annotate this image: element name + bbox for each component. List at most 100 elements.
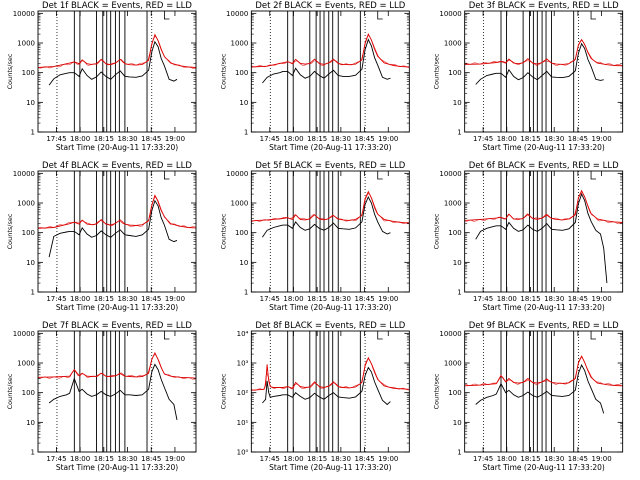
y-tick-label: 10000 [439, 10, 461, 18]
x-tick-label: 18:15 [94, 135, 114, 143]
y-tick-label: 1 [457, 289, 461, 297]
plot-frame [37, 170, 197, 293]
x-tick-label: 18:30 [117, 135, 137, 143]
x-tick-label: 18:30 [544, 455, 564, 463]
panel-det-5: Det 5f BLACK = Events, RED = LLD 1 10 100 10… [219, 161, 410, 312]
y-tick-label: 10 [26, 99, 35, 107]
y-tick-label: 10 [453, 419, 462, 427]
y-tick-label: 10000 [13, 170, 35, 178]
x-tick-label: 19:00 [378, 135, 398, 143]
events-series-line [475, 42, 604, 85]
x-tick-label: 17:45 [260, 135, 280, 143]
bracket-marker [164, 11, 170, 20]
y-tick-label: 10⁰ [237, 449, 249, 457]
y-tick-label: 1000 [444, 360, 462, 368]
x-axis-label: Start Time (20-Aug-11 17:33:20) [269, 463, 391, 472]
x-axis-label: Start Time (20-Aug-11 17:33:20) [482, 303, 604, 312]
x-tick-label: 18:15 [520, 455, 540, 463]
events-series-line [475, 192, 608, 284]
panel-title: Det 4f BLACK = Events, RED = LLD [42, 161, 192, 171]
x-tick-label: 18:45 [354, 295, 374, 303]
x-tick-label: 18:45 [354, 455, 374, 463]
y-tick-label: 10 [453, 99, 462, 107]
x-tick-label: 18:45 [568, 295, 588, 303]
y-tick-label: 1000 [444, 40, 462, 48]
y-tick-label: 100 [235, 229, 248, 237]
x-tick-label: 18:15 [307, 295, 327, 303]
x-tick-label: 17:45 [473, 455, 493, 463]
y-tick-label: 10000 [13, 330, 35, 338]
bracket-marker [377, 171, 383, 180]
lld-series-line [251, 32, 410, 68]
bracket-marker [164, 171, 170, 180]
x-tick-label: 18:30 [331, 135, 351, 143]
panel-det-9: Det 9f BLACK = Events, RED = LLD 1 10 100 10… [433, 321, 624, 472]
x-tick-label: 18:15 [94, 455, 114, 463]
plot-frame [250, 170, 410, 293]
panel-title: Det 2f BLACK = Events, RED = LLD [255, 1, 405, 11]
panel-det-1: Det 1f BLACK = Events, RED = LLD 1 10 100 10… [6, 1, 197, 152]
events-series-line [262, 366, 391, 406]
panel-title: Det 3f BLACK = Events, RED = LLD [469, 1, 619, 11]
lld-series-line [464, 355, 623, 387]
lld-series-noise [37, 195, 196, 229]
y-tick-label: 10¹ [237, 419, 249, 427]
lld-series-line [464, 189, 623, 223]
plot-frame [37, 10, 197, 133]
y-axis-label: Counts/sec [433, 373, 441, 409]
x-tick-label: 19:00 [378, 295, 398, 303]
x-tick-label: 18:00 [70, 455, 90, 463]
lld-series-noise [464, 191, 623, 225]
x-tick-label: 18:45 [141, 455, 161, 463]
x-tick-label: 18:00 [497, 295, 517, 303]
x-tick-label: 18:00 [283, 295, 303, 303]
panel-title: Det 8f BLACK = Events, RED = LLD [255, 321, 405, 331]
x-tick-label: 18:30 [544, 295, 564, 303]
lld-series-noise [251, 358, 409, 391]
lld-series-noise [464, 39, 623, 66]
y-axis-label: Counts/sec [433, 213, 441, 249]
y-tick-label: 10 [26, 419, 35, 427]
panel-title: Det 5f BLACK = Events, RED = LLD [255, 161, 405, 171]
x-tick-label: 18:45 [141, 135, 161, 143]
x-tick-label: 19:00 [592, 295, 612, 303]
y-axis-label: Counts/sec [6, 373, 14, 409]
lld-series-noise [37, 35, 196, 70]
x-tick-label: 18:15 [307, 455, 327, 463]
x-tick-label: 19:00 [165, 135, 185, 143]
panel-det-4: Det 4f BLACK = Events, RED = LLD 1 10 100 10… [6, 161, 197, 312]
y-tick-label: 1 [31, 449, 35, 457]
plot-frame [250, 10, 410, 133]
plot-frame [464, 170, 624, 293]
y-axis-label: Counts/sec [6, 213, 14, 249]
plot-frame [250, 330, 410, 453]
lld-series-line [37, 351, 197, 379]
x-tick-label: 17:45 [46, 455, 66, 463]
x-tick-label: 18:00 [283, 455, 303, 463]
y-tick-label: 10² [237, 389, 249, 397]
y-tick-label: 100 [448, 69, 461, 77]
x-tick-label: 18:00 [283, 135, 303, 143]
x-tick-label: 18:30 [117, 295, 137, 303]
x-tick-label: 18:00 [497, 135, 517, 143]
lld-series-noise [37, 354, 196, 380]
x-axis-label: Start Time (20-Aug-11 17:33:20) [56, 463, 178, 472]
x-tick-label: 18:30 [117, 455, 137, 463]
lld-series-line [464, 38, 623, 67]
y-tick-label: 1 [31, 129, 35, 137]
x-tick-label: 19:00 [378, 455, 398, 463]
x-tick-label: 18:00 [497, 455, 517, 463]
panel-det-7: Det 7f BLACK = Events, RED = LLD 1 10 100 10… [6, 321, 197, 472]
y-tick-label: 1 [457, 129, 461, 137]
y-tick-label: 10 [239, 259, 248, 267]
y-tick-label: 1000 [17, 200, 35, 208]
y-tick-label: 100 [22, 229, 35, 237]
plot-frame [464, 10, 624, 133]
lld-series-line [37, 194, 197, 229]
x-tick-label: 18:15 [94, 295, 114, 303]
x-axis-label: Start Time (20-Aug-11 17:33:20) [56, 303, 178, 312]
y-tick-label: 10³ [237, 360, 249, 368]
x-tick-label: 18:45 [568, 135, 588, 143]
lld-series-noise [464, 356, 623, 387]
